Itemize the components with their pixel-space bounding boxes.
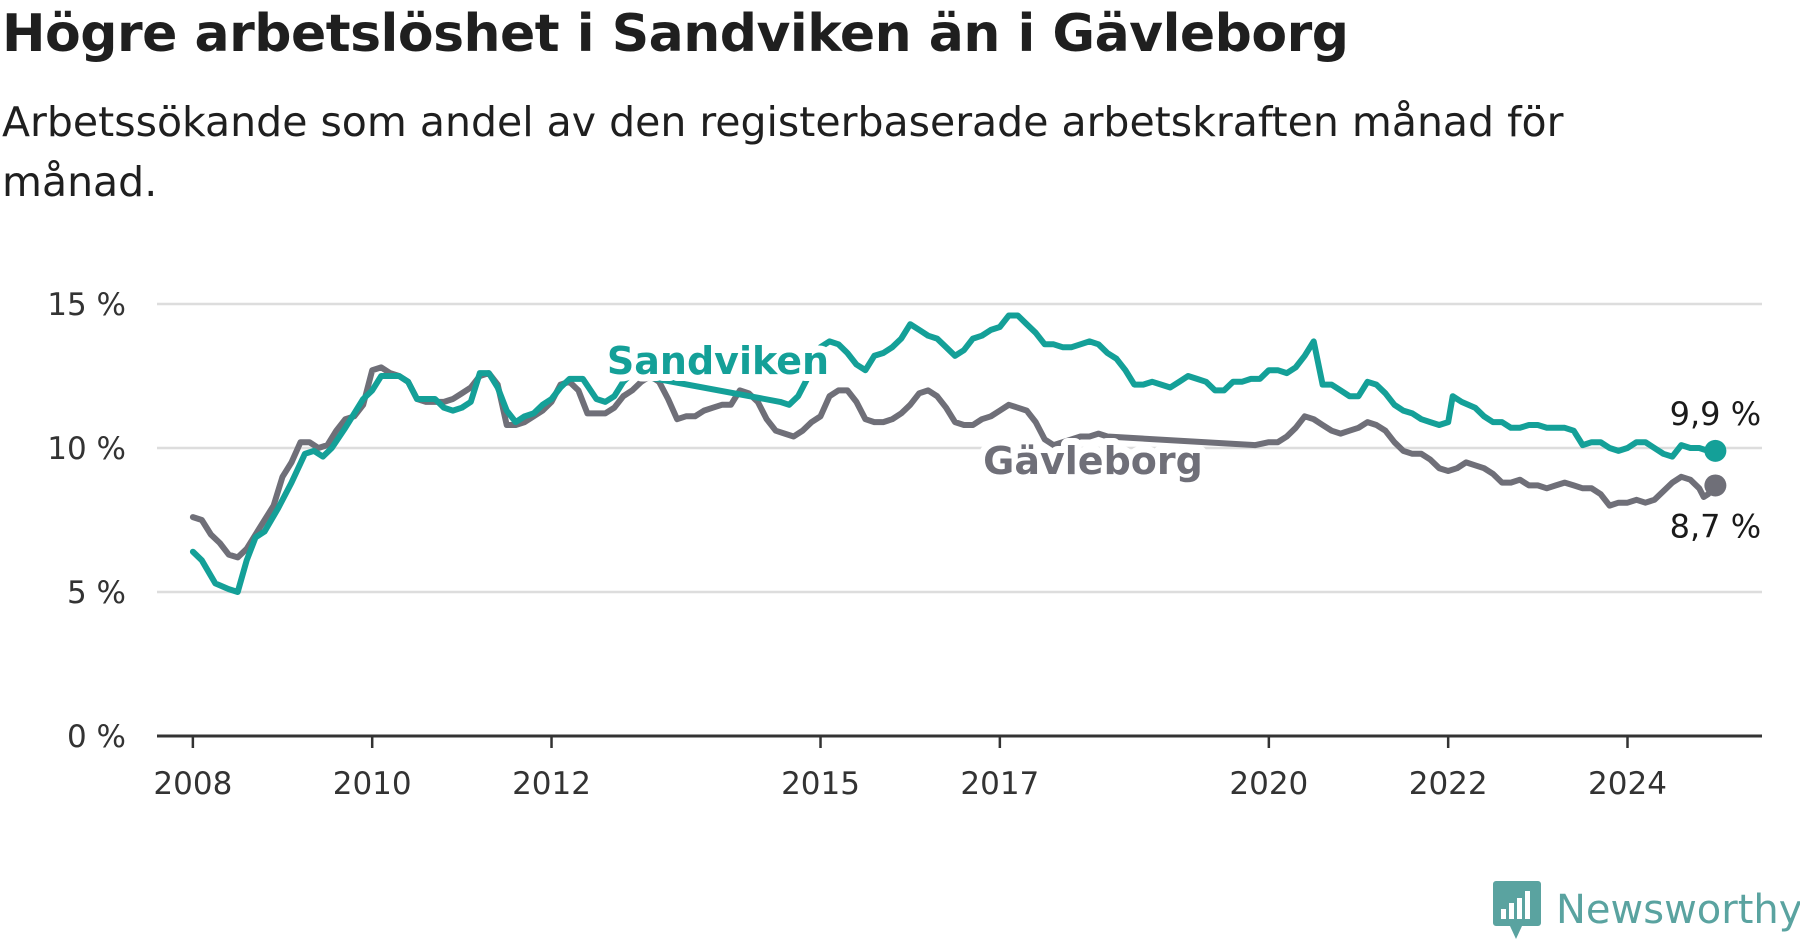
series-label-sandviken: Sandviken xyxy=(607,339,829,383)
series-label-halo: Sandviken xyxy=(607,339,829,383)
newsworthy-logo: Newsworthy xyxy=(1492,880,1800,940)
series-lines xyxy=(189,312,1719,595)
end-label-sandviken: 9,9 % xyxy=(1670,395,1761,433)
y-tick-label: 0 % xyxy=(67,719,126,755)
x-tick-label: 2017 xyxy=(960,766,1039,802)
y-tick-label: 5 % xyxy=(67,575,126,611)
x-tick-label: 2022 xyxy=(1409,766,1488,802)
x-tick-label: 2015 xyxy=(781,766,860,802)
x-tick-label: 2020 xyxy=(1229,766,1308,802)
chart-badge-icon xyxy=(1493,881,1541,939)
end-label-gavleborg: 8,7 % xyxy=(1670,507,1761,545)
x-tick-label: 2010 xyxy=(333,766,412,802)
x-tick-label: 2012 xyxy=(512,766,591,802)
end-markers: 9,9 % 8,7 % xyxy=(1670,395,1761,546)
series-label-halo: Gävleborg xyxy=(983,439,1203,483)
series-line-sandviken xyxy=(189,312,1719,595)
y-axis-tick-labels: 0 % 5 % 10 % 15 % xyxy=(47,287,126,755)
chart-title: Högre arbetslöshet i Sandviken än i Gävl… xyxy=(2,4,1349,64)
x-tick-label: 2008 xyxy=(153,766,232,802)
chart-subtitle: Arbetssökande som andel av den registerb… xyxy=(2,98,1564,206)
grid-lines xyxy=(157,302,1762,594)
y-tick-label: 10 % xyxy=(47,431,126,467)
y-tick-label: 15 % xyxy=(47,287,126,323)
brand-name: Newsworthy xyxy=(1556,887,1800,933)
x-axis: 2008 2010 2012 2015 2017 2020 2022 2024 xyxy=(153,734,1762,802)
series-label-gavleborg: Gävleborg xyxy=(983,439,1203,483)
x-tick-label: 2024 xyxy=(1588,766,1667,802)
series-line-gavleborg xyxy=(189,364,1719,561)
end-marker-sandviken xyxy=(1704,439,1727,462)
end-marker-gavleborg xyxy=(1704,474,1727,497)
